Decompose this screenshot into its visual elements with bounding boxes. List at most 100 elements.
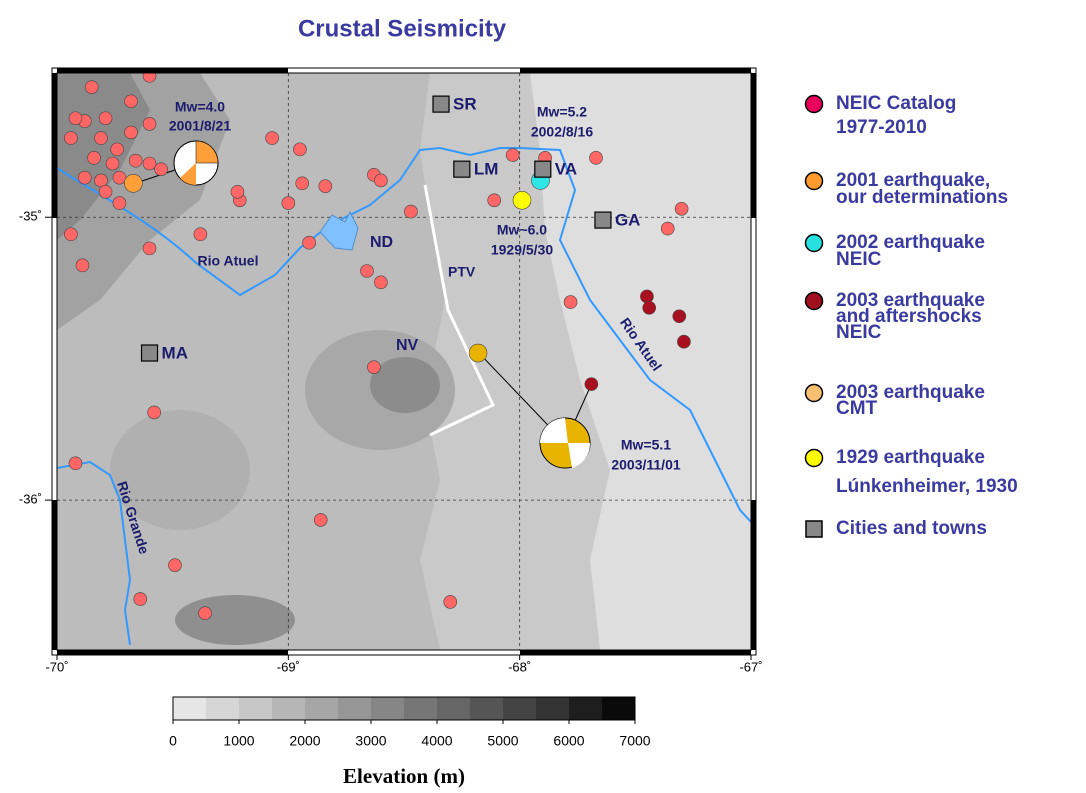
earthquake [64, 132, 77, 145]
earthquake [319, 180, 332, 193]
earthquake [374, 276, 387, 289]
beachball [174, 141, 218, 185]
annotation: 2003/11/01 [611, 457, 681, 473]
legend: NEIC Catalog1977-20102001 earthquake,our… [806, 93, 1018, 539]
annotation: Rio Atuel [198, 253, 259, 269]
earthquake [673, 310, 686, 323]
earthquake [314, 513, 327, 526]
colorbar-swatch [536, 697, 570, 720]
earthquake [99, 112, 112, 125]
legend-label: NEIC [836, 322, 882, 343]
earthquake [88, 151, 101, 164]
earthquake [129, 154, 142, 167]
legend-label: 1929 earthquake [836, 447, 985, 468]
earthquake [513, 191, 531, 209]
map: SRLMVAGAMA Mw=4.0 2001/8/21 Mw=5.2 2002/… [57, 69, 751, 650]
city [142, 345, 158, 361]
annotation: Mw=5.2 [537, 104, 587, 120]
colorbar-swatch [602, 697, 636, 720]
earthquake [124, 174, 142, 192]
y-tick-label: -35˚ [19, 209, 42, 224]
beachball [540, 418, 590, 468]
x-tick-label: -70˚ [45, 659, 68, 674]
legend-marker [806, 96, 823, 113]
annotation: 1929/5/30 [491, 242, 553, 258]
legend-label: Cities and towns [836, 518, 987, 539]
earthquake [143, 157, 156, 170]
city-label: VA [555, 160, 577, 179]
annotation: Mw=4.0 [175, 99, 225, 115]
earthquake [444, 595, 457, 608]
earthquake [69, 112, 82, 125]
colorbar-swatch [569, 697, 603, 720]
earthquake [143, 117, 156, 130]
earthquake [76, 259, 89, 272]
y-tick-label: -36˚ [19, 492, 42, 507]
earthquake [111, 143, 124, 156]
earthquake [404, 205, 417, 218]
earthquake [296, 177, 309, 190]
colorbar-swatch [305, 697, 339, 720]
colorbar-swatch [470, 697, 504, 720]
earthquake [282, 197, 295, 210]
legend-marker [806, 450, 823, 467]
earthquake [564, 296, 577, 309]
colorbar-swatch [239, 697, 273, 720]
earthquake [64, 228, 77, 241]
city [454, 161, 470, 177]
legend-label: Lúnkenheimer, 1930 [836, 476, 1018, 497]
title: Crustal Seismicity [298, 15, 507, 42]
earthquake [85, 81, 98, 94]
x-tick-label: -69˚ [277, 659, 300, 674]
earthquake [148, 406, 161, 419]
city-label: LM [474, 160, 499, 179]
colorbar-swatch [272, 697, 306, 720]
x-tick-label: -68˚ [508, 659, 531, 674]
earthquake [231, 185, 244, 198]
earthquake [590, 151, 603, 164]
annotation: ND [370, 234, 393, 251]
earthquake [134, 593, 147, 606]
colorbar-swatch [404, 697, 438, 720]
colorbar-swatch [437, 697, 471, 720]
terrain [175, 595, 295, 645]
annotation: Mw=5.1 [621, 437, 671, 453]
legend-marker [806, 173, 823, 190]
x-tick-label: -67˚ [739, 659, 762, 674]
earthquake [640, 290, 653, 303]
earthquake [293, 143, 306, 156]
city [433, 96, 449, 112]
legend-label: NEIC [836, 249, 882, 270]
earthquake [303, 236, 316, 249]
earthquake [199, 607, 212, 620]
annotation: NV [396, 337, 419, 354]
legend-marker [806, 235, 823, 252]
earthquake [113, 197, 126, 210]
legend-label: our determinations [836, 187, 1008, 208]
colorbar-swatch [206, 697, 240, 720]
annotation: PTV [448, 264, 476, 280]
legend-label: 1977-2010 [836, 117, 927, 138]
legend-marker [806, 385, 823, 402]
annotation: 2002/8/16 [531, 124, 593, 140]
colorbar-tick-label: 1000 [223, 733, 254, 749]
earthquake [469, 344, 487, 362]
earthquake [360, 264, 373, 277]
colorbar-tick-label: 2000 [289, 733, 320, 749]
earthquake [675, 202, 688, 215]
colorbar-tick-label: 4000 [421, 733, 452, 749]
legend-marker [806, 293, 823, 310]
earthquake [99, 185, 112, 198]
colorbar-swatch [503, 697, 537, 720]
earthquake [168, 559, 181, 572]
earthquake [677, 335, 690, 348]
earthquake [585, 378, 598, 391]
earthquake [106, 157, 119, 170]
earthquake [643, 301, 656, 314]
earthquake [78, 171, 91, 184]
city [535, 161, 551, 177]
legend-label: CMT [836, 398, 878, 419]
colorbar-tick-label: 0 [169, 733, 177, 749]
colorbar-swatch [371, 697, 405, 720]
